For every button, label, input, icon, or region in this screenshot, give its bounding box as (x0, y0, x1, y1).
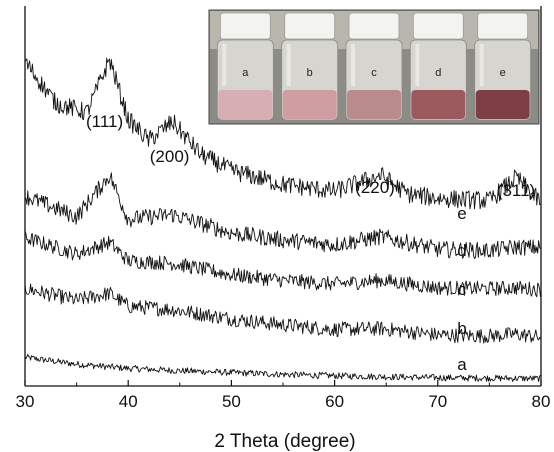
x-tick-label: 30 (16, 392, 35, 411)
vial-label: e (500, 67, 506, 79)
series-line-b (24, 283, 541, 344)
vial-label: c (371, 67, 377, 79)
vial-powder (475, 90, 530, 119)
series-line-a (24, 353, 541, 383)
series-labels: ab c de (457, 204, 467, 374)
inset-photo: a b c d e (208, 9, 540, 125)
vial-highlight (479, 44, 484, 86)
series-line-e (24, 57, 541, 210)
vial-e: e (474, 12, 532, 121)
axes: 30 40 50 60 70 80 (16, 6, 551, 411)
vial-a: a (216, 12, 274, 121)
series-label-c: c (458, 280, 467, 299)
peak-label: (111) (86, 112, 123, 131)
series-label-e: e (457, 204, 466, 223)
peak-label: (311) (497, 181, 535, 200)
peak-labels: (111) (200) (220) (311) (86, 112, 535, 200)
x-tick-label: 80 (532, 392, 551, 411)
x-tick-label: 70 (428, 392, 447, 411)
vial-highlight (351, 44, 355, 86)
vial-highlight (286, 44, 291, 86)
vial-powder (411, 90, 466, 119)
vial-powder (282, 90, 337, 119)
vial-cap (219, 12, 271, 40)
x-tick-label: 50 (222, 392, 241, 411)
series-line-d (24, 172, 541, 260)
series-label-a: a (457, 355, 467, 374)
peak-label: (220) (355, 178, 395, 197)
series-line-c (24, 230, 541, 298)
vial-label: b (307, 67, 313, 79)
series-label-b: b (457, 319, 466, 338)
vial-cap (284, 12, 336, 40)
vial-label: a (242, 67, 249, 79)
vial-b: b (281, 12, 339, 121)
vial-cap (477, 12, 529, 40)
vial-cap (412, 12, 464, 40)
vial-cap (348, 12, 400, 40)
vial-label: d (435, 67, 441, 79)
x-axis-title: 2 Theta (degree) (214, 431, 355, 452)
plot-lines (24, 57, 541, 383)
vial-highlight (415, 44, 420, 86)
x-tick-label: 40 (119, 392, 138, 411)
vial-powder (218, 90, 273, 119)
vial-c: c (345, 12, 403, 121)
x-tick-label: 60 (325, 392, 344, 411)
vial-powder (347, 90, 401, 119)
vial-d: d (409, 12, 467, 121)
peak-label: (200) (150, 147, 190, 166)
series-label-d: d (457, 241, 466, 260)
vial-highlight (222, 44, 227, 86)
